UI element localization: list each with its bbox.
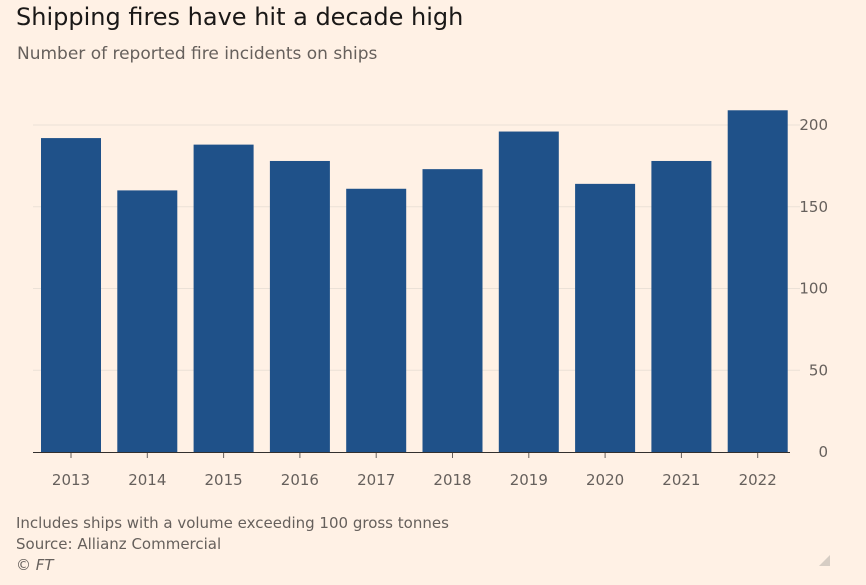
ft-credit: © FT <box>16 556 54 574</box>
x-tick-label: 2022 <box>739 471 777 489</box>
y-tick-label: 0 <box>818 443 828 461</box>
y-tick-label: 200 <box>799 116 828 134</box>
footnote-volume: Includes ships with a volume exceeding 1… <box>16 514 449 532</box>
x-tick-label: 2013 <box>52 471 90 489</box>
bar-2020 <box>575 183 636 453</box>
y-tick-label: 50 <box>809 361 828 379</box>
bar-2016 <box>269 160 330 452</box>
y-tick-label: 100 <box>799 280 828 298</box>
x-tick-label: 2020 <box>586 471 624 489</box>
x-tick-label: 2017 <box>357 471 395 489</box>
bar-2022 <box>727 110 788 452</box>
axes: 0 50 100 150 200 2013 2014 2015 2016 2017 2018 2019… <box>33 116 828 489</box>
x-tick-label: 2021 <box>662 471 700 489</box>
resize-handle-icon[interactable] <box>819 555 830 566</box>
x-tick-label: 2016 <box>281 471 319 489</box>
x-tick-label: 2018 <box>433 471 471 489</box>
y-tick-label: 150 <box>799 198 828 216</box>
x-tick-label: 2015 <box>205 471 243 489</box>
bar-2017 <box>346 188 407 452</box>
bar-2015 <box>193 144 254 452</box>
bar-2021 <box>651 160 712 452</box>
footnote-source: Source: Allianz Commercial <box>16 535 222 553</box>
bar-2018 <box>422 169 483 452</box>
chart-subtitle: Number of reported fire incidents on shi… <box>17 44 378 64</box>
x-tick-label: 2014 <box>128 471 166 489</box>
bar-2019 <box>498 131 559 453</box>
x-tick-label: 2019 <box>510 471 548 489</box>
chart-title: Shipping fires have hit a decade high <box>16 3 464 31</box>
bar-2013 <box>41 138 101 452</box>
bars <box>41 110 788 453</box>
bar-2014 <box>117 190 178 452</box>
